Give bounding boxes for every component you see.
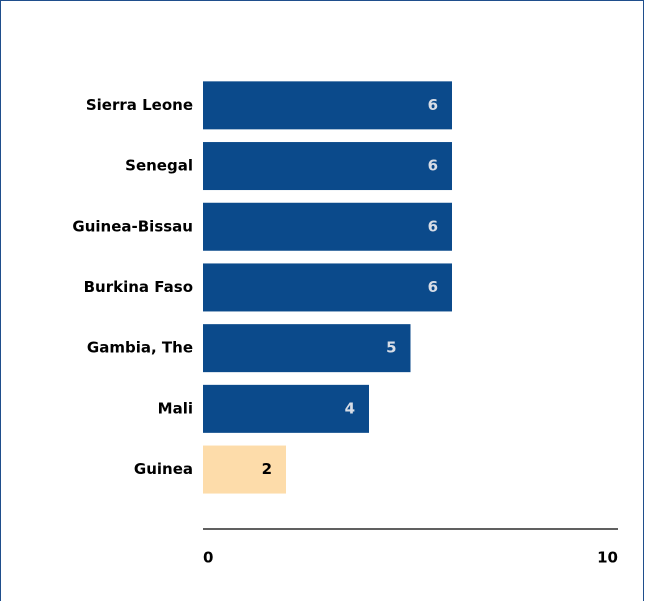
y-tick-label: Burkina Faso: [84, 278, 193, 296]
value-label: 5: [386, 339, 396, 357]
value-label: 6: [428, 217, 438, 235]
value-label: 2: [262, 460, 272, 478]
y-tick-label: Senegal: [125, 157, 193, 175]
value-label: 6: [428, 157, 438, 175]
bar: [203, 81, 452, 130]
y-tick-label: Sierra Leone: [86, 96, 193, 114]
bar: [203, 202, 452, 251]
bar: [203, 384, 369, 433]
value-label: 4: [345, 399, 355, 417]
bar: [203, 263, 452, 312]
value-label: 6: [428, 278, 438, 296]
y-tick-label: Mali: [158, 399, 193, 417]
bar: [203, 142, 452, 191]
x-tick-label: 0: [203, 549, 213, 567]
bar: [203, 324, 411, 373]
bar: [203, 445, 286, 494]
x-tick-label: 10: [597, 549, 618, 567]
y-tick-label: Guinea: [134, 460, 193, 478]
y-tick-label: Guinea-Bissau: [72, 217, 193, 235]
y-tick-label: Gambia, The: [87, 339, 193, 357]
value-label: 6: [428, 96, 438, 114]
